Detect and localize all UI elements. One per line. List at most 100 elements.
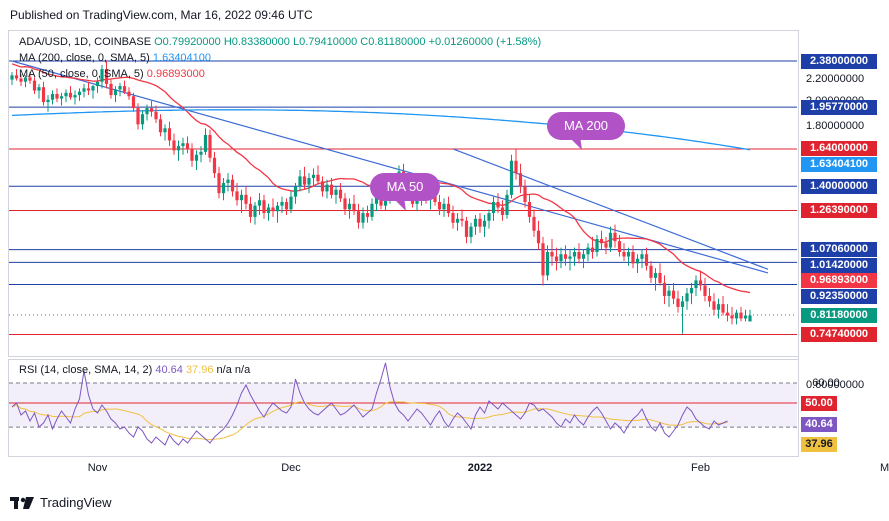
candle-body	[122, 86, 127, 92]
legend-ma200-row[interactable]: MA (200, close, 0, SMA, 5) 1.63404100	[19, 52, 211, 65]
price-tag-line[interactable]: 1.07060000	[801, 242, 877, 258]
candle-body	[550, 252, 554, 257]
candle-body	[64, 92, 68, 97]
candle-body	[253, 205, 257, 217]
candle-body	[644, 254, 649, 266]
candle-body	[698, 280, 703, 286]
candle-body	[451, 213, 455, 223]
trend-line	[11, 60, 769, 274]
candle-body	[118, 86, 122, 90]
candle-body	[91, 86, 95, 91]
price-tag-ma50[interactable]: 0.96893000	[801, 273, 877, 289]
candle-body	[599, 239, 604, 244]
footer-brand[interactable]: TradingView	[10, 495, 112, 510]
candle-body	[604, 243, 608, 248]
candle-body	[10, 75, 14, 80]
candle-body	[491, 201, 496, 214]
candle-body	[635, 258, 640, 264]
candle-body	[266, 207, 271, 214]
candle-body	[140, 114, 145, 125]
candle-body	[338, 189, 343, 199]
time-axis-label: Mar	[880, 462, 889, 474]
candle-body	[478, 218, 482, 227]
candle-body	[37, 87, 41, 91]
price-tag-last[interactable]: 0.81180000	[801, 307, 877, 323]
candle-body	[739, 312, 743, 319]
candle-body	[640, 254, 644, 259]
candle-body	[50, 93, 55, 100]
candle-body	[496, 201, 500, 208]
rsi-label: RSI (14, close, SMA, 14, 2)	[19, 364, 153, 376]
price-tag-line[interactable]: 0.92350000	[801, 288, 877, 304]
candle-body	[568, 256, 572, 259]
ma200-callout-pointer	[568, 136, 582, 150]
price-tag-line[interactable]: 1.95770000	[801, 99, 877, 115]
legend-change: +0.01260000 (+1.58%)	[428, 36, 542, 48]
candle-body	[68, 92, 73, 98]
candle-body	[46, 99, 50, 103]
candle-body	[559, 254, 563, 262]
candle-body	[527, 201, 532, 217]
candle-body	[590, 247, 595, 253]
candle-body	[41, 87, 46, 103]
candle-body	[230, 179, 235, 192]
candle-body	[320, 181, 325, 192]
candle-body	[716, 304, 721, 310]
legend-ma50-row[interactable]: MA (50, close, 0, SMA, 5) 0.96893000	[19, 68, 205, 81]
candle-body	[694, 280, 698, 289]
tradingview-logo-icon	[10, 496, 34, 509]
candle-body	[203, 134, 208, 152]
candle-body	[365, 213, 370, 217]
candle-body	[563, 254, 568, 259]
candle-body	[167, 128, 172, 141]
price-tag-ma200[interactable]: 1.63404100	[801, 156, 877, 172]
time-axis-label: 2022	[467, 462, 493, 474]
ma200-line	[11, 109, 751, 151]
candle-body	[275, 205, 280, 212]
price-tag-red[interactable]: 0.74740000	[801, 327, 877, 343]
candle-body	[581, 254, 586, 259]
candle-body	[280, 201, 284, 206]
candle-body	[725, 312, 730, 316]
rsi-legend[interactable]: RSI (14, close, SMA, 14, 2) 40.64 37.96 …	[19, 364, 250, 376]
candle-body	[316, 174, 320, 182]
trendline-group	[11, 60, 769, 274]
candle-body	[208, 134, 212, 158]
price-tag-line[interactable]: 1.01420000	[801, 257, 877, 273]
candle-body	[307, 178, 311, 185]
legend-open: O0.79920000	[154, 36, 221, 48]
candle-body	[455, 218, 460, 223]
rsi-value: 40.64	[155, 364, 183, 376]
legend-symbol[interactable]: ADA/USD, 1D, COINBASE	[19, 36, 152, 48]
candle-body	[221, 182, 226, 194]
candle-body	[532, 216, 536, 231]
rsi-sma-value: 37.96	[185, 364, 214, 376]
candle-body	[505, 194, 509, 215]
candle-body	[212, 157, 217, 174]
candle-body	[235, 191, 239, 201]
candle-body	[662, 282, 667, 296]
candle-body	[199, 151, 203, 155]
price-tag-line[interactable]: 2.38000000	[801, 53, 877, 69]
candle-body	[311, 174, 316, 179]
candle-body	[131, 96, 136, 109]
candle-body	[685, 293, 689, 302]
price-tag-red[interactable]: 1.64000000	[801, 141, 877, 157]
price-tag-line[interactable]: 1.40000000	[801, 178, 877, 194]
legend-ma50-label: MA (50, close, 0, SMA, 5)	[19, 68, 144, 80]
candle-body	[734, 312, 739, 319]
candle-body	[77, 91, 82, 96]
candle-body	[302, 176, 307, 185]
candle-body	[514, 160, 518, 174]
price-tag-red[interactable]: 1.26390000	[801, 202, 877, 218]
candle-body	[487, 213, 491, 221]
ma50-callout: MA 50	[370, 173, 440, 201]
candle-body	[32, 80, 37, 91]
candle-body	[608, 232, 613, 248]
candle-body	[545, 252, 550, 276]
candle-body	[626, 252, 631, 257]
candle-body	[446, 203, 451, 214]
candle-body	[680, 301, 685, 307]
time-axis-label: Feb	[691, 462, 710, 474]
rsi-band	[9, 383, 797, 428]
